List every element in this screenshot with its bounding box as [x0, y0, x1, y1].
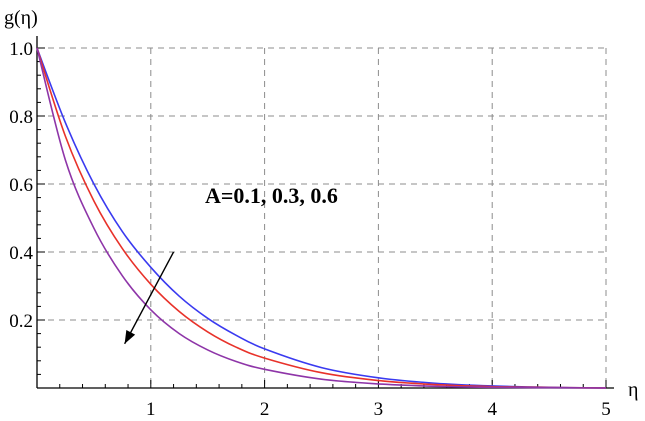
series-line-3	[36, 47, 607, 389]
x-tick-label: 5	[601, 399, 611, 420]
series-line-2	[36, 47, 607, 389]
x-axis-label: η	[628, 379, 638, 401]
y-tick-label: 0.2	[9, 311, 33, 332]
annotation-label: A=0.1, 0.3, 0.6	[205, 183, 338, 208]
series-line-1	[36, 47, 607, 389]
series-group	[36, 47, 607, 389]
tick-labels: 1 2 3 4 5 0.2 0.4 0.6 0.8 1.0	[9, 39, 611, 420]
x-tick-label: 2	[260, 399, 270, 420]
axes	[36, 36, 614, 389]
y-tick-label: 0.4	[9, 243, 33, 264]
arrow-shaft	[124, 251, 175, 345]
x-tick-label: 3	[374, 399, 384, 420]
x-tick-label: 1	[146, 399, 156, 420]
annotation-arrow	[124, 251, 175, 345]
x-tick-label: 4	[487, 399, 497, 420]
arrow-head	[124, 329, 136, 344]
y-tick-label: 1.0	[9, 39, 33, 60]
grid-lines	[37, 47, 607, 388]
y-tick-label: 0.8	[9, 107, 33, 128]
y-tick-label: 0.6	[9, 175, 33, 196]
y-axis-label: g(η)	[4, 7, 38, 29]
